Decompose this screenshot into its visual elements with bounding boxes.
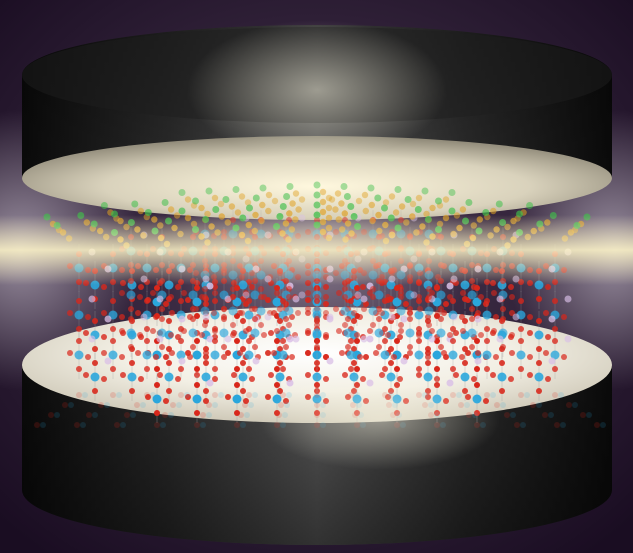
top-flare xyxy=(187,20,447,160)
light-beam xyxy=(0,215,633,285)
bottom-flare xyxy=(260,370,500,470)
top-disc-surface xyxy=(22,136,612,220)
